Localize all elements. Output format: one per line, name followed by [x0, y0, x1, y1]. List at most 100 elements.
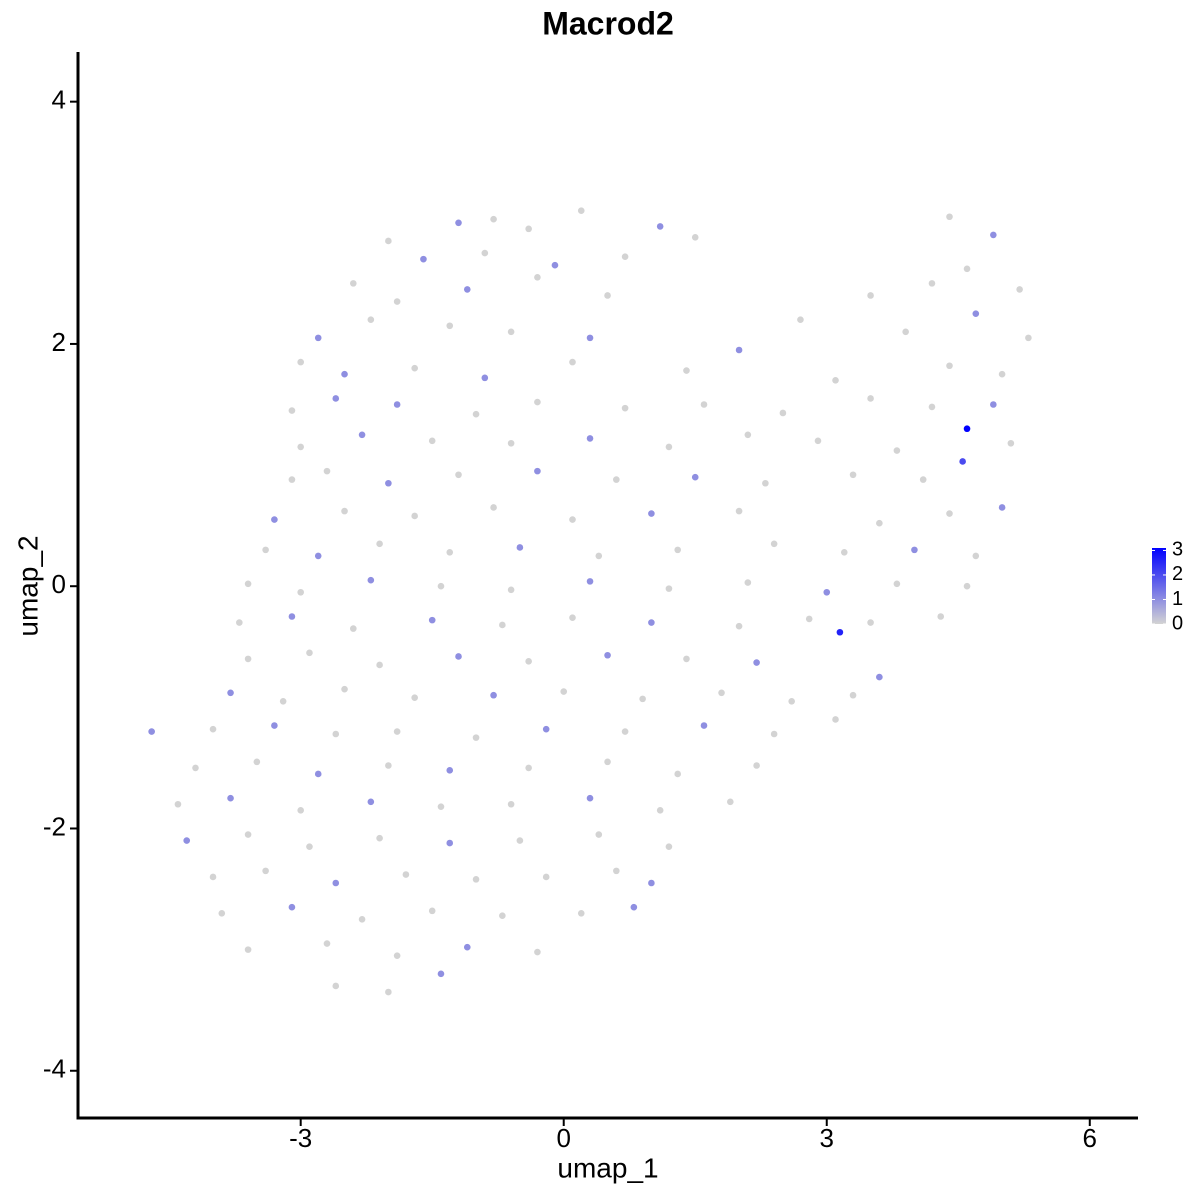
point [586, 334, 594, 342]
point [911, 546, 918, 554]
point [665, 843, 673, 850]
point [393, 401, 401, 408]
point [288, 613, 296, 620]
point [595, 552, 603, 560]
point [648, 619, 655, 626]
point [332, 395, 340, 402]
point [876, 519, 883, 527]
point [621, 728, 629, 735]
point [367, 798, 375, 806]
point [586, 794, 594, 802]
point [341, 507, 348, 515]
x-tick-label: 0 [556, 1123, 570, 1153]
point [990, 231, 997, 239]
point [288, 407, 296, 414]
point [656, 223, 664, 230]
point [376, 834, 383, 842]
point [507, 800, 515, 808]
point [840, 548, 848, 556]
point [797, 316, 804, 324]
point [411, 364, 418, 372]
point [770, 730, 778, 738]
point [332, 879, 340, 887]
point [1007, 439, 1015, 447]
point [367, 576, 375, 584]
point [393, 298, 401, 305]
point [244, 580, 252, 588]
point [534, 467, 541, 475]
point [604, 651, 611, 659]
point [253, 758, 261, 766]
point [297, 443, 304, 451]
point [753, 659, 760, 666]
point [849, 691, 857, 699]
point [534, 274, 541, 281]
point [551, 261, 559, 269]
point [516, 837, 524, 844]
point [481, 374, 489, 382]
point [604, 292, 611, 299]
point [718, 689, 725, 697]
point [174, 800, 182, 808]
y-tick-label: -2 [43, 811, 66, 841]
point [385, 479, 392, 487]
point [271, 516, 278, 523]
point [586, 578, 594, 585]
point [876, 673, 883, 681]
point [437, 803, 445, 810]
y-tick-label: -4 [43, 1054, 66, 1084]
point [367, 316, 375, 324]
point [437, 970, 445, 978]
point [674, 770, 682, 778]
point [472, 410, 480, 418]
point [814, 437, 822, 445]
x-tick-label: 3 [820, 1123, 834, 1153]
point [323, 940, 331, 947]
point [595, 831, 603, 838]
point [648, 879, 655, 887]
point [621, 404, 629, 412]
point [928, 280, 936, 287]
point [393, 728, 401, 735]
point [674, 546, 682, 554]
point [209, 725, 217, 733]
y-axis-label: umap_2 [12, 535, 43, 636]
point [236, 619, 243, 626]
point [499, 912, 506, 920]
point [700, 401, 708, 408]
point [770, 540, 778, 548]
point [446, 548, 454, 556]
point [183, 837, 191, 844]
point [727, 798, 734, 806]
point [428, 437, 436, 445]
y-tick-label: 4 [52, 85, 66, 115]
point [937, 613, 945, 620]
point [753, 762, 760, 769]
point [420, 255, 427, 263]
point [665, 443, 673, 451]
point [788, 697, 795, 705]
point [516, 544, 524, 551]
point [700, 722, 708, 729]
point [446, 767, 454, 774]
point [463, 943, 471, 951]
y-tick-label: 0 [52, 569, 66, 599]
point [893, 580, 901, 588]
point [218, 909, 226, 917]
point [613, 476, 620, 483]
point [542, 873, 550, 881]
point [893, 447, 901, 454]
point [569, 614, 576, 622]
point [385, 762, 392, 769]
point [648, 510, 655, 517]
x-axis-label: umap_1 [557, 1152, 658, 1183]
point [244, 831, 252, 838]
point [306, 649, 313, 657]
point [490, 691, 497, 699]
point [455, 219, 462, 227]
point [455, 471, 462, 479]
point [972, 310, 980, 317]
point [604, 758, 611, 766]
point [735, 507, 743, 515]
point [542, 725, 550, 733]
